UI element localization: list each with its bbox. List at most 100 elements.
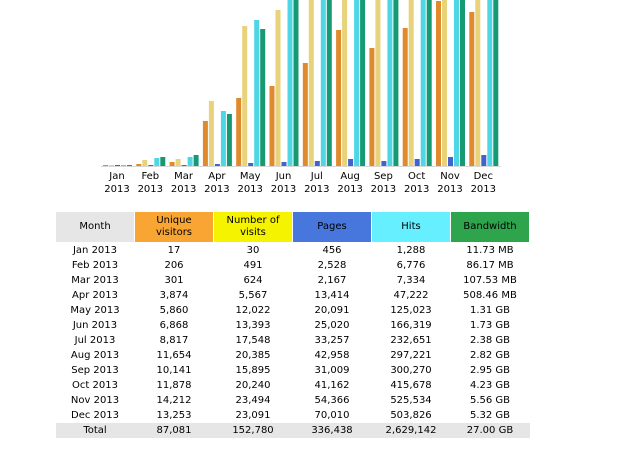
month-name: Apr [208, 171, 226, 182]
bar-hits-may [254, 20, 260, 166]
cell-bandwidth: 86.17 MB [466, 260, 514, 271]
cell-unique-visitors: 6,868 [159, 320, 189, 331]
cell-unique-visitors: 206 [164, 260, 184, 271]
cell-visits: 23,091 [235, 410, 271, 421]
bar-visits-feb [142, 160, 148, 166]
cell-month: Mar 2013 [71, 275, 119, 286]
table-row: Apr 2013 3,874 5,567 13,414 47,222 508.46 MB [56, 288, 530, 303]
cell-bandwidth: 1.73 GB [469, 320, 511, 331]
bar-pages-may [248, 163, 254, 166]
cell-bandwidth: 4.23 GB [469, 380, 511, 391]
cell-pages: 20,091 [314, 305, 350, 316]
cell-visits: 20,385 [235, 350, 271, 361]
cell-hits: 525,534 [390, 395, 432, 406]
bar-bandwidth-feb [160, 157, 166, 166]
monthly-history-chart [101, 0, 501, 167]
cell-unique-visitors: 11,654 [156, 350, 192, 361]
cell-hits: 6,776 [396, 260, 426, 271]
header-unique-visitors: Unique visitors [134, 211, 214, 243]
total-cell-unique-visitors: 87,081 [134, 423, 214, 438]
cell-visits: 30 [246, 245, 260, 256]
table-row: Feb 2013 206 491 2,528 6,776 86.17 MB [56, 258, 530, 273]
cell-unique-visitors: 13,253 [156, 410, 192, 421]
cell-hits: 7,334 [396, 275, 426, 286]
bar-hits-jul [320, 0, 326, 166]
month-name: Jul [310, 171, 323, 182]
bar-unique-visitors-nov [436, 1, 441, 166]
month-year: 2013 [403, 184, 430, 195]
cell-month: Dec 2013 [71, 410, 119, 421]
bar-pages-jun [281, 162, 287, 166]
bar-bandwidth-may [260, 29, 266, 166]
header-number-of-visits: Number of visits [213, 211, 293, 243]
cell-unique-visitors: 10,141 [156, 365, 192, 376]
bar-unique-visitors-oct [402, 28, 408, 166]
bar-hits-aug [354, 0, 360, 166]
cell-bandwidth: 1.31 GB [469, 305, 511, 316]
bar-hits-jun [287, 0, 293, 166]
bar-hits-oct [420, 0, 426, 166]
month-year: 2013 [170, 184, 197, 195]
cell-visits: 13,393 [235, 320, 271, 331]
bar-unique-visitors-jun [269, 86, 275, 166]
cell-visits: 12,022 [235, 305, 271, 316]
total-cell-bandwidth: 27.00 GB [450, 423, 530, 438]
cell-month: Apr 2013 [72, 290, 118, 301]
bar-pages-oct [414, 159, 420, 166]
month-label-sep: Sep 2013 [366, 170, 400, 196]
bar-visits-dec [475, 0, 481, 166]
cell-visits: 17,548 [235, 335, 271, 346]
bar-hits-nov [454, 0, 459, 166]
table-header-row: Month Unique visitors Number of visits P… [55, 211, 530, 243]
cell-bandwidth: 5.32 GB [469, 410, 511, 421]
cell-pages: 2,528 [317, 260, 347, 271]
cell-bandwidth: 107.53 MB [463, 275, 517, 286]
cell-month: Feb 2013 [71, 260, 119, 271]
month-year: 2013 [337, 184, 363, 195]
bar-bandwidth-dec [493, 0, 499, 166]
cell-pages: 70,010 [314, 410, 350, 421]
cell-hits: 125,023 [390, 305, 432, 316]
bar-unique-visitors-apr [202, 121, 208, 166]
bar-bandwidth-aug [360, 0, 366, 166]
cell-unique-visitors: 3,874 [159, 290, 189, 301]
bar-hits-mar [187, 157, 193, 166]
bar-visits-jun [275, 10, 281, 166]
month-name: Dec [473, 171, 493, 182]
cell-hits: 415,678 [390, 380, 432, 391]
bar-visits-may [242, 26, 248, 166]
cell-pages: 456 [322, 245, 342, 256]
header-hits: Hits [371, 211, 451, 243]
bar-unique-visitors-dec [469, 12, 475, 166]
cell-visits: 15,895 [235, 365, 271, 376]
bar-bandwidth-jun [293, 0, 299, 166]
month-label-jun: Jun 2013 [267, 170, 301, 196]
month-label-nov: Nov 2013 [433, 170, 467, 196]
month-label-aug: Aug 2013 [333, 170, 367, 196]
month-name: Jan [109, 171, 125, 182]
month-label-jan: Jan 2013 [100, 170, 134, 196]
table-total-row: Total 87,081 152,780 336,438 2,629,142 27.00 … [55, 423, 530, 438]
table-row: May 2013 5,860 12,022 20,091 125,023 1.31 GB [56, 303, 530, 318]
cell-bandwidth: 2.38 GB [469, 335, 511, 346]
cell-visits: 20,240 [235, 380, 271, 391]
month-year: 2013 [470, 184, 497, 195]
cell-month: Nov 2013 [70, 395, 120, 406]
bar-pages-jul [314, 161, 320, 166]
bar-unique-visitors-jan [103, 165, 108, 166]
cell-visits: 5,567 [238, 290, 268, 301]
table-row: Dec 2013 13,253 23,091 70,010 503,826 5.32 GB [56, 408, 530, 423]
table-row: Aug 2013 11,654 20,385 42,958 297,221 2.82 GB [56, 348, 530, 363]
cell-hits: 503,826 [390, 410, 432, 421]
bar-visits-sep [375, 0, 381, 166]
total-cell-month: Total [55, 423, 135, 438]
bar-pages-feb [148, 165, 154, 166]
table-row: Sep 2013 10,141 15,895 31,009 300,270 2.95 GB [56, 363, 530, 378]
month-name: Aug [340, 171, 360, 182]
cell-hits: 232,651 [390, 335, 432, 346]
month-label-dec: Dec 2013 [466, 170, 500, 196]
cell-unique-visitors: 301 [164, 275, 184, 286]
cell-visits: 624 [243, 275, 263, 286]
cell-pages: 13,414 [314, 290, 350, 301]
cell-pages: 2,167 [317, 275, 347, 286]
